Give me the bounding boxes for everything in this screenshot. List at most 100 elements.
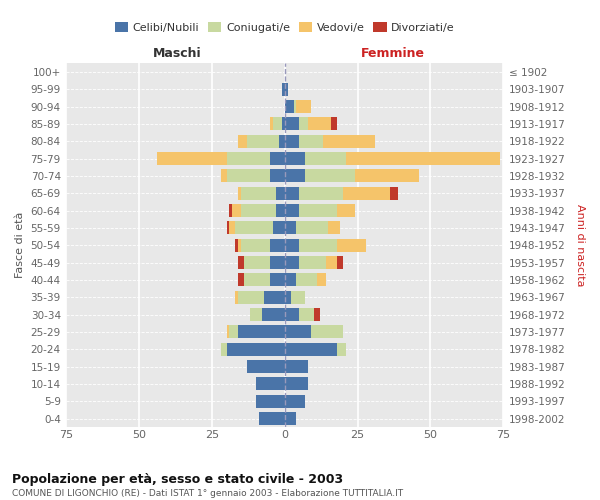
Bar — [227, 343, 285, 355]
Bar — [235, 222, 273, 234]
Bar — [326, 256, 337, 269]
Bar — [238, 291, 265, 304]
Bar — [285, 100, 293, 113]
Bar — [299, 135, 323, 148]
Bar — [235, 239, 238, 252]
Bar — [299, 187, 343, 200]
Bar — [308, 118, 331, 130]
Bar — [323, 135, 375, 148]
Bar — [299, 118, 308, 130]
Bar — [343, 187, 389, 200]
Bar — [227, 152, 270, 165]
Bar — [317, 274, 326, 286]
Bar — [270, 274, 285, 286]
Bar — [299, 308, 314, 321]
Bar — [285, 239, 299, 252]
Bar — [285, 274, 296, 286]
Bar — [238, 187, 241, 200]
Bar — [241, 187, 276, 200]
Bar — [285, 412, 296, 425]
Bar — [270, 239, 285, 252]
Bar — [270, 152, 285, 165]
Bar — [355, 170, 419, 182]
Legend: Celibi/Nubili, Coniugati/e, Vedovi/e, Divorziati/e: Celibi/Nubili, Coniugati/e, Vedovi/e, Di… — [110, 18, 459, 38]
Bar — [270, 256, 285, 269]
Bar — [285, 135, 299, 148]
Bar — [262, 308, 285, 321]
Bar — [238, 239, 241, 252]
Bar — [256, 394, 285, 407]
Bar — [285, 152, 305, 165]
Bar — [238, 135, 247, 148]
Bar — [270, 170, 285, 182]
Bar — [232, 204, 241, 217]
Text: COMUNE DI LIGONCHIO (RE) - Dati ISTAT 1° gennaio 2003 - Elaborazione TUTTITALIA.: COMUNE DI LIGONCHIO (RE) - Dati ISTAT 1°… — [12, 489, 403, 498]
Bar — [229, 326, 238, 338]
Bar — [227, 326, 229, 338]
Bar — [256, 378, 285, 390]
Bar — [305, 170, 355, 182]
Bar — [241, 239, 270, 252]
Bar — [285, 118, 299, 130]
Bar — [265, 291, 285, 304]
Bar — [235, 291, 238, 304]
Bar — [247, 360, 285, 373]
Bar — [285, 308, 299, 321]
Bar — [241, 204, 276, 217]
Bar — [337, 343, 346, 355]
Bar — [276, 187, 285, 200]
Bar — [299, 256, 326, 269]
Bar — [273, 222, 285, 234]
Bar — [285, 326, 311, 338]
Bar — [238, 326, 285, 338]
Bar — [293, 100, 296, 113]
Bar — [279, 135, 285, 148]
Bar — [296, 100, 311, 113]
Bar — [285, 83, 288, 96]
Bar — [229, 222, 235, 234]
Bar — [285, 394, 305, 407]
Bar — [337, 239, 367, 252]
Bar — [346, 152, 500, 165]
Bar — [270, 118, 273, 130]
Bar — [285, 291, 290, 304]
Bar — [285, 187, 299, 200]
Bar — [328, 222, 340, 234]
Bar — [157, 152, 227, 165]
Bar — [229, 204, 232, 217]
Bar — [285, 343, 337, 355]
Text: Maschi: Maschi — [153, 47, 202, 60]
Bar — [273, 118, 282, 130]
Bar — [299, 204, 337, 217]
Bar — [285, 378, 308, 390]
Bar — [282, 118, 285, 130]
Bar — [285, 222, 296, 234]
Bar — [337, 256, 343, 269]
Bar — [259, 412, 285, 425]
Bar — [331, 118, 337, 130]
Bar — [296, 222, 328, 234]
Bar — [337, 204, 355, 217]
Bar — [285, 170, 305, 182]
Y-axis label: Anni di nascita: Anni di nascita — [575, 204, 585, 286]
Bar — [238, 274, 244, 286]
Bar — [285, 360, 308, 373]
Bar — [244, 274, 270, 286]
Bar — [285, 256, 299, 269]
Bar — [221, 343, 227, 355]
Bar — [227, 170, 270, 182]
Bar — [221, 170, 227, 182]
Bar — [227, 222, 229, 234]
Bar — [247, 135, 279, 148]
Bar — [285, 204, 299, 217]
Bar — [238, 256, 244, 269]
Text: Popolazione per età, sesso e stato civile - 2003: Popolazione per età, sesso e stato civil… — [12, 472, 343, 486]
Bar — [244, 256, 270, 269]
Bar — [299, 239, 337, 252]
Bar — [389, 187, 398, 200]
Bar — [282, 83, 285, 96]
Bar — [311, 326, 343, 338]
Bar — [290, 291, 305, 304]
Bar — [250, 308, 262, 321]
Bar — [296, 274, 317, 286]
